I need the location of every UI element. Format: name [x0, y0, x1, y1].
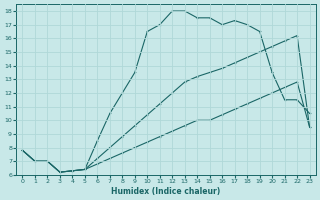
X-axis label: Humidex (Indice chaleur): Humidex (Indice chaleur): [111, 187, 221, 196]
